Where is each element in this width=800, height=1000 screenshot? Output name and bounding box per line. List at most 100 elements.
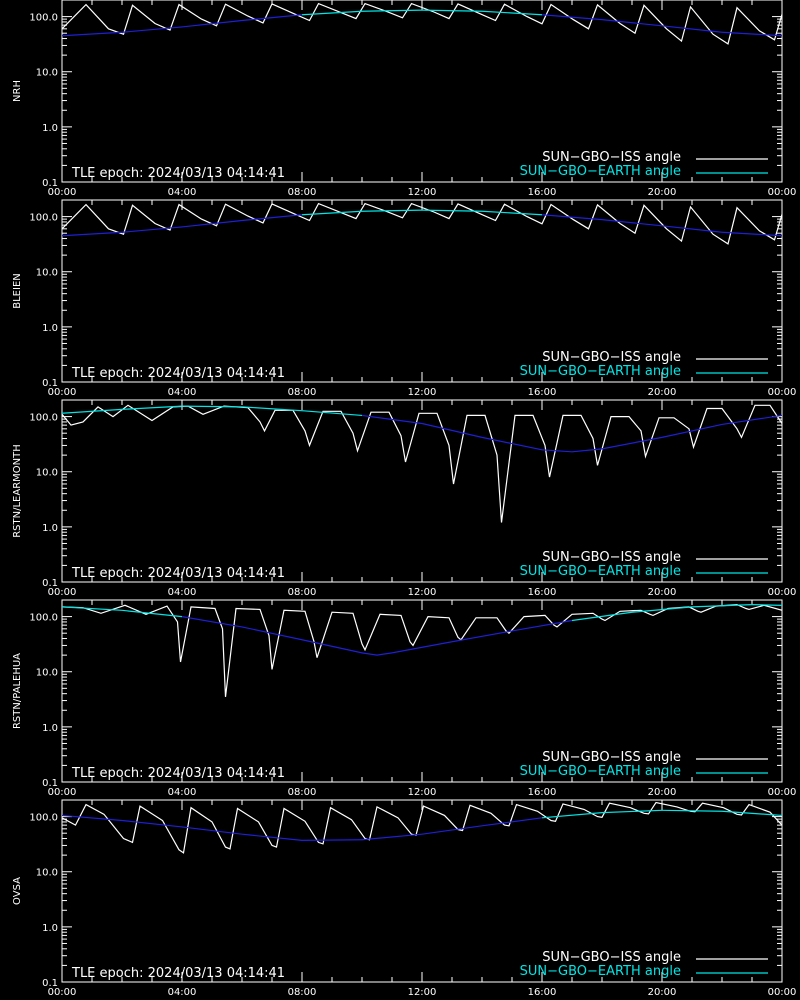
series-line-earth-angle: [62, 809, 782, 842]
y-tick-label: 100.0: [29, 613, 58, 624]
x-tick-label: 00:00: [768, 187, 797, 198]
legend-label-iss: SUN−GBO−ISS angle: [542, 750, 681, 765]
x-axis-ticks: [61, 200, 783, 382]
legend-label-iss: SUN−GBO−ISS angle: [542, 150, 681, 165]
series-segment: [481, 210, 543, 216]
x-tick-label: 04:00: [168, 987, 197, 998]
series-segment: [601, 436, 663, 450]
y-axis-label: NRH: [12, 80, 23, 102]
series-line-earth-angle: [62, 604, 782, 656]
series-segment: [421, 209, 483, 212]
series-segment: [241, 833, 303, 842]
series-segment: [661, 225, 723, 233]
series-segment: [121, 26, 183, 33]
series-segment: [541, 449, 573, 453]
y-axis-label: OVSA: [12, 877, 23, 905]
series-segment: [391, 641, 453, 654]
y-axis-ticks: [62, 399, 782, 583]
series-segment: [361, 414, 423, 425]
series-line-iss-angle: [62, 801, 782, 854]
y-tick-label: 10.0: [36, 468, 58, 479]
y-tick-label: 1.0: [42, 723, 58, 734]
series-segment: [601, 19, 663, 27]
x-tick-label: 16:00: [528, 187, 557, 198]
chart-panel-1: 100.010.01.00.100:00 04:00 08:00 12:00 16:00…: [12, 0, 796, 198]
series-segment: [301, 210, 363, 216]
legend-label-earth: SUN−GBO−EARTH angle: [520, 364, 681, 379]
series-segment: [661, 423, 723, 438]
y-axis-ticks: [62, 0, 782, 183]
series-segment: [631, 606, 693, 613]
chart-panel-3: 100.010.01.00.100:00 04:00 08:00 12:00 16:00…: [12, 399, 796, 598]
series-segment: [541, 812, 603, 819]
x-axis-ticks: [61, 400, 783, 582]
x-tick-label: 12:00: [408, 387, 437, 398]
series-segment: [541, 14, 603, 21]
x-tick-label: 00:00: [48, 987, 77, 998]
x-tick-label: 04:00: [168, 587, 197, 598]
y-tick-label: 100.0: [29, 213, 58, 224]
x-axis-ticks: [61, 800, 783, 982]
y-tick-label: 10.0: [36, 268, 58, 279]
series-segment: [721, 231, 782, 237]
series-segment: [62, 31, 123, 37]
series-segment: [62, 231, 123, 237]
chart-panel-5: 100.010.01.00.100:00 04:00 08:00 12:00 16:00…: [12, 799, 797, 998]
series-segment: [421, 422, 483, 438]
series-segment: [691, 604, 753, 608]
y-tick-label: 10.0: [36, 68, 58, 79]
chart-panel-2: 100.010.01.00.100:00 04:00 08:00 12:00 16:00…: [12, 199, 797, 398]
y-axis-label: RSTN/LEARMONTH: [12, 444, 23, 538]
series-line-iss-angle: [62, 404, 782, 523]
tle-epoch-text: TLE epoch: 2024/03/13 04:14:41: [71, 366, 285, 381]
legend-label-earth: SUN−GBO−EARTH angle: [520, 564, 681, 579]
series-segment: [661, 25, 723, 33]
series-segment: [421, 825, 483, 835]
x-tick-label: 00:00: [48, 387, 77, 398]
x-tick-label: 16:00: [528, 787, 557, 798]
series-segment: [571, 448, 603, 453]
y-axis-ticks: [62, 199, 782, 383]
x-tick-label: 16:00: [528, 387, 557, 398]
y-tick-label: 10.0: [36, 668, 58, 679]
x-tick-label: 00:00: [768, 387, 797, 398]
x-tick-label: 12:00: [408, 987, 437, 998]
series-segment: [481, 817, 543, 827]
chart-panel-4: 100.010.01.00.100:00 04:00 08:00 12:00 16:00…: [12, 599, 796, 798]
series-segment: [241, 14, 303, 22]
x-tick-label: 00:00: [48, 187, 77, 198]
series-segment: [601, 809, 663, 814]
series-segment: [751, 604, 782, 606]
legend-label-iss: SUN−GBO−ISS angle: [542, 950, 681, 965]
x-tick-label: 20:00: [648, 987, 677, 998]
x-tick-label: 12:00: [408, 787, 437, 798]
x-tick-label: 08:00: [288, 187, 317, 198]
y-axis-label: RSTN/PALEHUA: [12, 653, 23, 729]
x-tick-label: 20:00: [648, 387, 677, 398]
series-segment: [721, 810, 782, 817]
series-segment: [301, 839, 363, 842]
legend-label-earth: SUN−GBO−EARTH angle: [520, 164, 681, 179]
series-segment: [661, 809, 723, 812]
series-segment: [361, 209, 423, 212]
x-axis-ticks: [61, 0, 783, 182]
x-tick-label: 12:00: [408, 587, 437, 598]
legend-label-earth: SUN−GBO−EARTH angle: [520, 964, 681, 979]
y-tick-label: 1.0: [42, 323, 58, 334]
series-segment: [361, 833, 423, 841]
x-tick-label: 00:00: [48, 787, 77, 798]
series-line-earth-angle: [62, 9, 782, 37]
series-segment: [181, 219, 243, 228]
y-tick-label: 1.0: [42, 523, 58, 534]
series-segment: [241, 214, 303, 222]
series-segment: [451, 630, 513, 643]
y-tick-label: 100.0: [29, 413, 58, 424]
series-segment: [241, 626, 303, 641]
x-tick-label: 00:00: [768, 987, 797, 998]
series-segment: [121, 609, 183, 618]
legend-label-iss: SUN−GBO−ISS angle: [542, 350, 681, 365]
